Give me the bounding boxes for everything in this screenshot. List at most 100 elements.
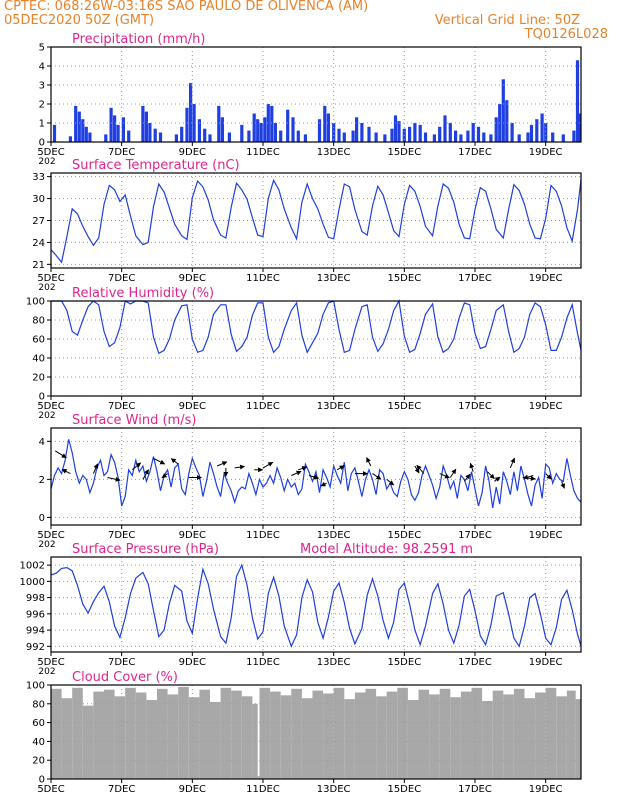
precip-bar-35 xyxy=(266,104,270,142)
x-tick-label-rh: 19DEC xyxy=(529,401,563,412)
precip-bar-83 xyxy=(540,113,544,142)
x-tick-label-rh: 17DEC xyxy=(458,401,492,412)
precip-bar-34 xyxy=(263,117,267,142)
precip-bar-20 xyxy=(185,107,189,142)
y-tick-label-precip: 2 xyxy=(39,100,45,111)
x-tick-label-precip: 7DEC xyxy=(108,147,135,158)
cloud-bar-6 xyxy=(114,696,126,779)
x-tick-label-pres: 11DEC xyxy=(246,657,280,668)
cloud-bar-7 xyxy=(125,687,136,779)
precip-bar-33 xyxy=(259,123,263,142)
cloud-bar-44 xyxy=(503,694,514,779)
wind-vector-14 xyxy=(262,461,274,469)
x-tick-label-precip: 9DEC xyxy=(179,147,206,158)
x-tick-label-cloud: 17DEC xyxy=(458,784,492,795)
precip-bar-9 xyxy=(113,115,117,142)
wind-vector-23 xyxy=(386,479,395,486)
precip-bar-38 xyxy=(279,130,283,142)
y-tick-label-pres: 1002 xyxy=(20,561,45,572)
y-tick-label-cloud: 20 xyxy=(32,756,45,767)
x-tick-label-precip: 17DEC xyxy=(458,147,492,158)
x-year-label-pres: 202 xyxy=(38,667,55,677)
y-tick-label-rh: 20 xyxy=(32,373,45,384)
cloud-bar-25 xyxy=(301,698,313,779)
precip-bar-57 xyxy=(397,121,401,142)
precip-bar-1 xyxy=(68,136,72,142)
panel-title-precip: Precipitation (mm/h) xyxy=(72,32,205,47)
precip-bar-46 xyxy=(332,123,336,142)
precip-bar-14 xyxy=(144,111,148,142)
x-tick-label-temp: 17DEC xyxy=(458,273,492,284)
x-tick-label-wind: 13DEC xyxy=(317,530,351,541)
x-tick-label-wind: 15DEC xyxy=(387,530,421,541)
precip-bar-82 xyxy=(535,119,539,142)
panel-title-wind: Surface Wind (m/s) xyxy=(72,413,196,428)
cloud-bar-8 xyxy=(135,692,147,779)
precip-bar-68 xyxy=(459,134,463,142)
x-tick-label-wind: 17DEC xyxy=(458,530,492,541)
precip-bar-69 xyxy=(466,130,470,142)
plot-frame-rh xyxy=(50,300,582,397)
precip-bar-45 xyxy=(326,113,330,142)
y-tick-label-rh: 80 xyxy=(32,316,45,327)
precip-bar-11 xyxy=(121,117,125,142)
x-tick-label-wind: 7DEC xyxy=(108,530,135,541)
x-tick-label-pres: 17DEC xyxy=(458,657,492,668)
wind-vector-3 xyxy=(107,476,121,482)
cloud-bar-10 xyxy=(157,688,168,779)
precip-bar-41 xyxy=(296,130,300,142)
precip-bar-5 xyxy=(84,126,88,142)
header-station: CPTEC: 068:26W-03:16S SAO PAULO DE OLIVE… xyxy=(4,0,369,14)
precip-bar-19 xyxy=(180,126,184,142)
y-tick-label-cloud: 80 xyxy=(32,699,45,710)
y-tick-label-wind: 2 xyxy=(39,475,45,486)
precip-bar-32 xyxy=(256,119,260,142)
y-tick-label-temp: 30 xyxy=(32,194,45,205)
precip-bar-15 xyxy=(148,123,152,142)
x-tick-label-wind: 5DEC xyxy=(37,530,64,541)
y-tick-label-precip: 1 xyxy=(39,119,45,130)
wind-vector-0 xyxy=(54,450,67,459)
cloud-bar-27 xyxy=(323,693,334,779)
wind-vector-17 xyxy=(308,474,320,480)
precip-bar-64 xyxy=(438,126,442,142)
x-tick-label-precip: 15DEC xyxy=(387,147,421,158)
panel-note-pres: Model Altitude: 98.2591 m xyxy=(300,542,473,557)
precip-bar-63 xyxy=(432,134,436,142)
x-tick-label-pres: 15DEC xyxy=(387,657,421,668)
cloud-bar-37 xyxy=(429,694,440,779)
cloud-bar-35 xyxy=(407,700,419,779)
x-tick-label-wind: 19DEC xyxy=(529,530,563,541)
precip-bar-62 xyxy=(423,132,428,142)
cloud-bar-45 xyxy=(513,688,525,779)
precip-bar-80 xyxy=(526,132,530,142)
precip-bar-16 xyxy=(153,128,157,142)
precip-bar-2 xyxy=(74,105,78,142)
wind-vector-36 xyxy=(560,481,566,489)
precip-bar-55 xyxy=(390,128,394,142)
panel-title-pres: Surface Pressure (hPa) xyxy=(72,542,219,557)
y-tick-label-cloud: 60 xyxy=(32,718,45,729)
precip-bar-73 xyxy=(489,134,493,142)
x-tick-label-rh: 7DEC xyxy=(108,401,135,412)
panel-wind: 0 2 4 5DEC 7DEC 9DEC 11DEC 13DEC 15DEC 17DEC 19DEC… xyxy=(37,413,582,550)
y-tick-label-rh: 60 xyxy=(32,335,45,346)
wind-vector-21 xyxy=(366,457,372,467)
header-datetime: 05DEC2020 50Z (GMT) xyxy=(4,13,155,28)
precip-bar-18 xyxy=(174,134,178,142)
y-tick-label-rh: 40 xyxy=(32,354,45,365)
cloud-bar-0 xyxy=(51,688,62,779)
precip-bar-81 xyxy=(529,124,534,142)
wind-vector-7 xyxy=(161,473,168,479)
cloud-bar-22 xyxy=(270,691,281,779)
precip-bar-40 xyxy=(291,117,295,142)
x-tick-label-precip: 5DEC xyxy=(37,147,64,158)
precip-bar-72 xyxy=(482,132,486,142)
precip-bar-54 xyxy=(383,134,387,142)
precip-bar-13 xyxy=(141,105,145,142)
cloud-bar-50 xyxy=(566,690,576,779)
precip-bar-70 xyxy=(471,123,475,142)
precip-bar-17 xyxy=(158,132,163,142)
y-tick-label-cloud: 100 xyxy=(26,681,45,692)
cloud-bar-51 xyxy=(575,699,581,779)
